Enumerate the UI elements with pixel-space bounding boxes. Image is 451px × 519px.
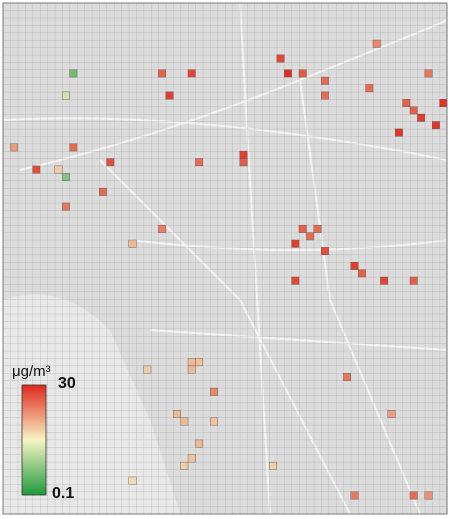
cell [276, 54, 285, 63]
cell [195, 158, 203, 167]
cell [395, 128, 403, 137]
cell [439, 99, 448, 107]
cell [306, 232, 314, 241]
cell [313, 224, 322, 233]
cell [180, 417, 189, 426]
cell [321, 247, 329, 255]
cell [358, 269, 366, 278]
cell [432, 121, 440, 130]
cell [195, 358, 203, 367]
cell [62, 202, 70, 211]
cell [187, 454, 196, 463]
cells [10, 39, 448, 500]
cell [106, 158, 115, 167]
cell [409, 276, 418, 285]
cell [409, 106, 418, 115]
cell [172, 410, 181, 418]
cell [187, 69, 196, 78]
legend-max: 30 [58, 375, 76, 392]
cell [321, 76, 329, 85]
cell [321, 91, 329, 100]
cell [365, 84, 374, 93]
cell [424, 491, 433, 500]
cell [239, 158, 248, 167]
cell [239, 150, 248, 159]
cell [143, 365, 152, 374]
cell [209, 387, 218, 396]
cell [195, 439, 203, 448]
cell [291, 276, 300, 285]
legend-colorbar [21, 384, 47, 496]
cell [424, 69, 433, 78]
cell [372, 39, 381, 48]
cell [32, 165, 41, 174]
cell [10, 143, 18, 152]
cell [269, 461, 277, 470]
cell [69, 143, 78, 152]
cell [298, 224, 307, 233]
cell [54, 165, 63, 174]
cell [209, 417, 218, 426]
cell [350, 491, 359, 500]
cell [128, 476, 137, 485]
cell [158, 69, 166, 78]
legend-unit: μg/m³ [12, 363, 51, 380]
cell [291, 239, 300, 248]
legend-min: 0.1 [52, 485, 74, 502]
cell [417, 113, 425, 122]
map-border [2, 2, 448, 515]
cell [409, 491, 418, 500]
cell [69, 69, 78, 78]
cell [98, 187, 107, 196]
cell [350, 262, 359, 270]
cell [284, 69, 292, 78]
cell [402, 99, 411, 107]
cell [298, 69, 307, 78]
cell [165, 91, 174, 100]
cell [62, 173, 70, 181]
cell [180, 461, 189, 470]
cell [158, 224, 166, 233]
cell [62, 91, 70, 100]
grid [3, 3, 447, 514]
cell [387, 410, 396, 418]
cell [187, 365, 196, 374]
cell [128, 239, 137, 248]
cell [343, 373, 351, 381]
cell [187, 358, 196, 367]
cell [380, 276, 388, 285]
